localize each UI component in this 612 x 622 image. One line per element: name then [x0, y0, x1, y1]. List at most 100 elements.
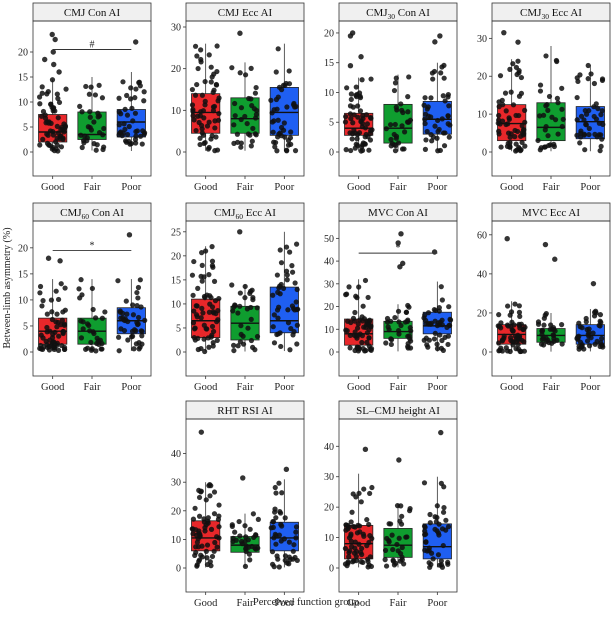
- data-point: [593, 101, 599, 107]
- y-tick-label: 0: [23, 348, 28, 359]
- data-point: [271, 564, 277, 570]
- data-point: [49, 77, 56, 83]
- data-point: [516, 68, 522, 74]
- data-point: [291, 542, 297, 548]
- panel-7: MVC Con AI 0 10 20 30 40 50 Good Fair Poor *: [324, 202, 458, 393]
- data-point: [198, 47, 204, 53]
- data-point: [350, 104, 356, 110]
- data-point: [395, 548, 401, 554]
- panel-2: CMJ Ecc AI 0 10 20 30 Good Fair Poor: [171, 2, 305, 193]
- data-point: [285, 307, 291, 313]
- data-point: [350, 491, 356, 497]
- data-point: [135, 295, 141, 301]
- data-point: [368, 76, 374, 82]
- data-point: [577, 140, 583, 146]
- data-point: [444, 324, 450, 330]
- data-point: [278, 343, 284, 350]
- data-point: [294, 557, 300, 564]
- data-point: [355, 103, 361, 109]
- data-point: [135, 321, 141, 327]
- data-point: [192, 43, 199, 49]
- data-point: [425, 104, 431, 110]
- data-point: [42, 112, 48, 118]
- data-point: [78, 277, 84, 283]
- panel-title: CMJ60 Con AI: [60, 207, 124, 221]
- data-point: [196, 558, 202, 564]
- data-point: [424, 548, 430, 554]
- data-point: [120, 130, 126, 136]
- data-point: [391, 87, 398, 94]
- data-point: [62, 285, 68, 291]
- data-point: [538, 341, 545, 347]
- data-point: [202, 348, 208, 355]
- data-point: [76, 286, 82, 292]
- data-point: [366, 521, 372, 528]
- data-point: [269, 549, 276, 555]
- outlier-point: [552, 256, 558, 262]
- data-point: [500, 102, 506, 108]
- data-point: [132, 95, 138, 101]
- data-point: [446, 304, 452, 310]
- data-point: [354, 136, 360, 142]
- data-point: [51, 345, 57, 351]
- data-point: [440, 509, 447, 515]
- y-tick-label: 40: [477, 269, 487, 280]
- x-tick-label: Fair: [543, 182, 560, 193]
- data-point: [211, 511, 218, 517]
- data-point: [348, 538, 354, 544]
- y-tick-label: 20: [18, 48, 28, 59]
- data-point: [204, 555, 210, 561]
- data-point: [350, 523, 357, 530]
- data-point: [213, 134, 219, 140]
- data-point: [80, 319, 86, 325]
- data-point: [130, 118, 136, 124]
- data-point: [202, 78, 208, 85]
- data-point: [196, 528, 202, 534]
- data-point: [344, 85, 350, 91]
- data-point: [90, 306, 96, 313]
- y-tick-label: 40: [324, 257, 334, 268]
- data-point: [55, 115, 61, 121]
- data-point: [516, 303, 522, 309]
- data-point: [194, 53, 200, 59]
- y-tick-label: 50: [324, 234, 334, 245]
- data-point: [252, 131, 258, 137]
- data-point: [190, 292, 196, 298]
- data-point: [216, 110, 222, 117]
- data-point: [238, 105, 245, 111]
- data-point: [596, 120, 602, 126]
- x-tick-label: Fair: [237, 382, 254, 393]
- data-point: [355, 345, 361, 352]
- data-point: [432, 330, 438, 336]
- y-tick-label: 5: [329, 118, 334, 129]
- data-point: [508, 309, 515, 315]
- data-point: [278, 538, 284, 544]
- data-point: [44, 311, 50, 317]
- data-point: [208, 334, 214, 340]
- data-point: [405, 302, 411, 309]
- data-point: [129, 105, 135, 111]
- data-point: [77, 103, 83, 110]
- data-point: [197, 141, 203, 148]
- data-point: [440, 93, 446, 99]
- data-point: [294, 322, 300, 328]
- data-point: [272, 506, 278, 512]
- data-point: [598, 112, 604, 118]
- data-point: [138, 328, 144, 334]
- data-point: [292, 148, 299, 154]
- data-point: [37, 342, 44, 349]
- data-point: [515, 341, 521, 348]
- outlier-point: [45, 255, 52, 261]
- data-point: [229, 523, 235, 529]
- data-point: [440, 542, 446, 549]
- data-point: [96, 82, 102, 88]
- data-point: [197, 135, 203, 141]
- x-tick-label: Fair: [390, 182, 407, 193]
- data-point: [286, 539, 292, 545]
- data-point: [361, 316, 368, 322]
- data-point: [357, 108, 364, 114]
- outlier-point: [50, 49, 56, 55]
- data-point: [586, 107, 592, 114]
- data-point: [422, 120, 428, 127]
- data-point: [253, 111, 260, 118]
